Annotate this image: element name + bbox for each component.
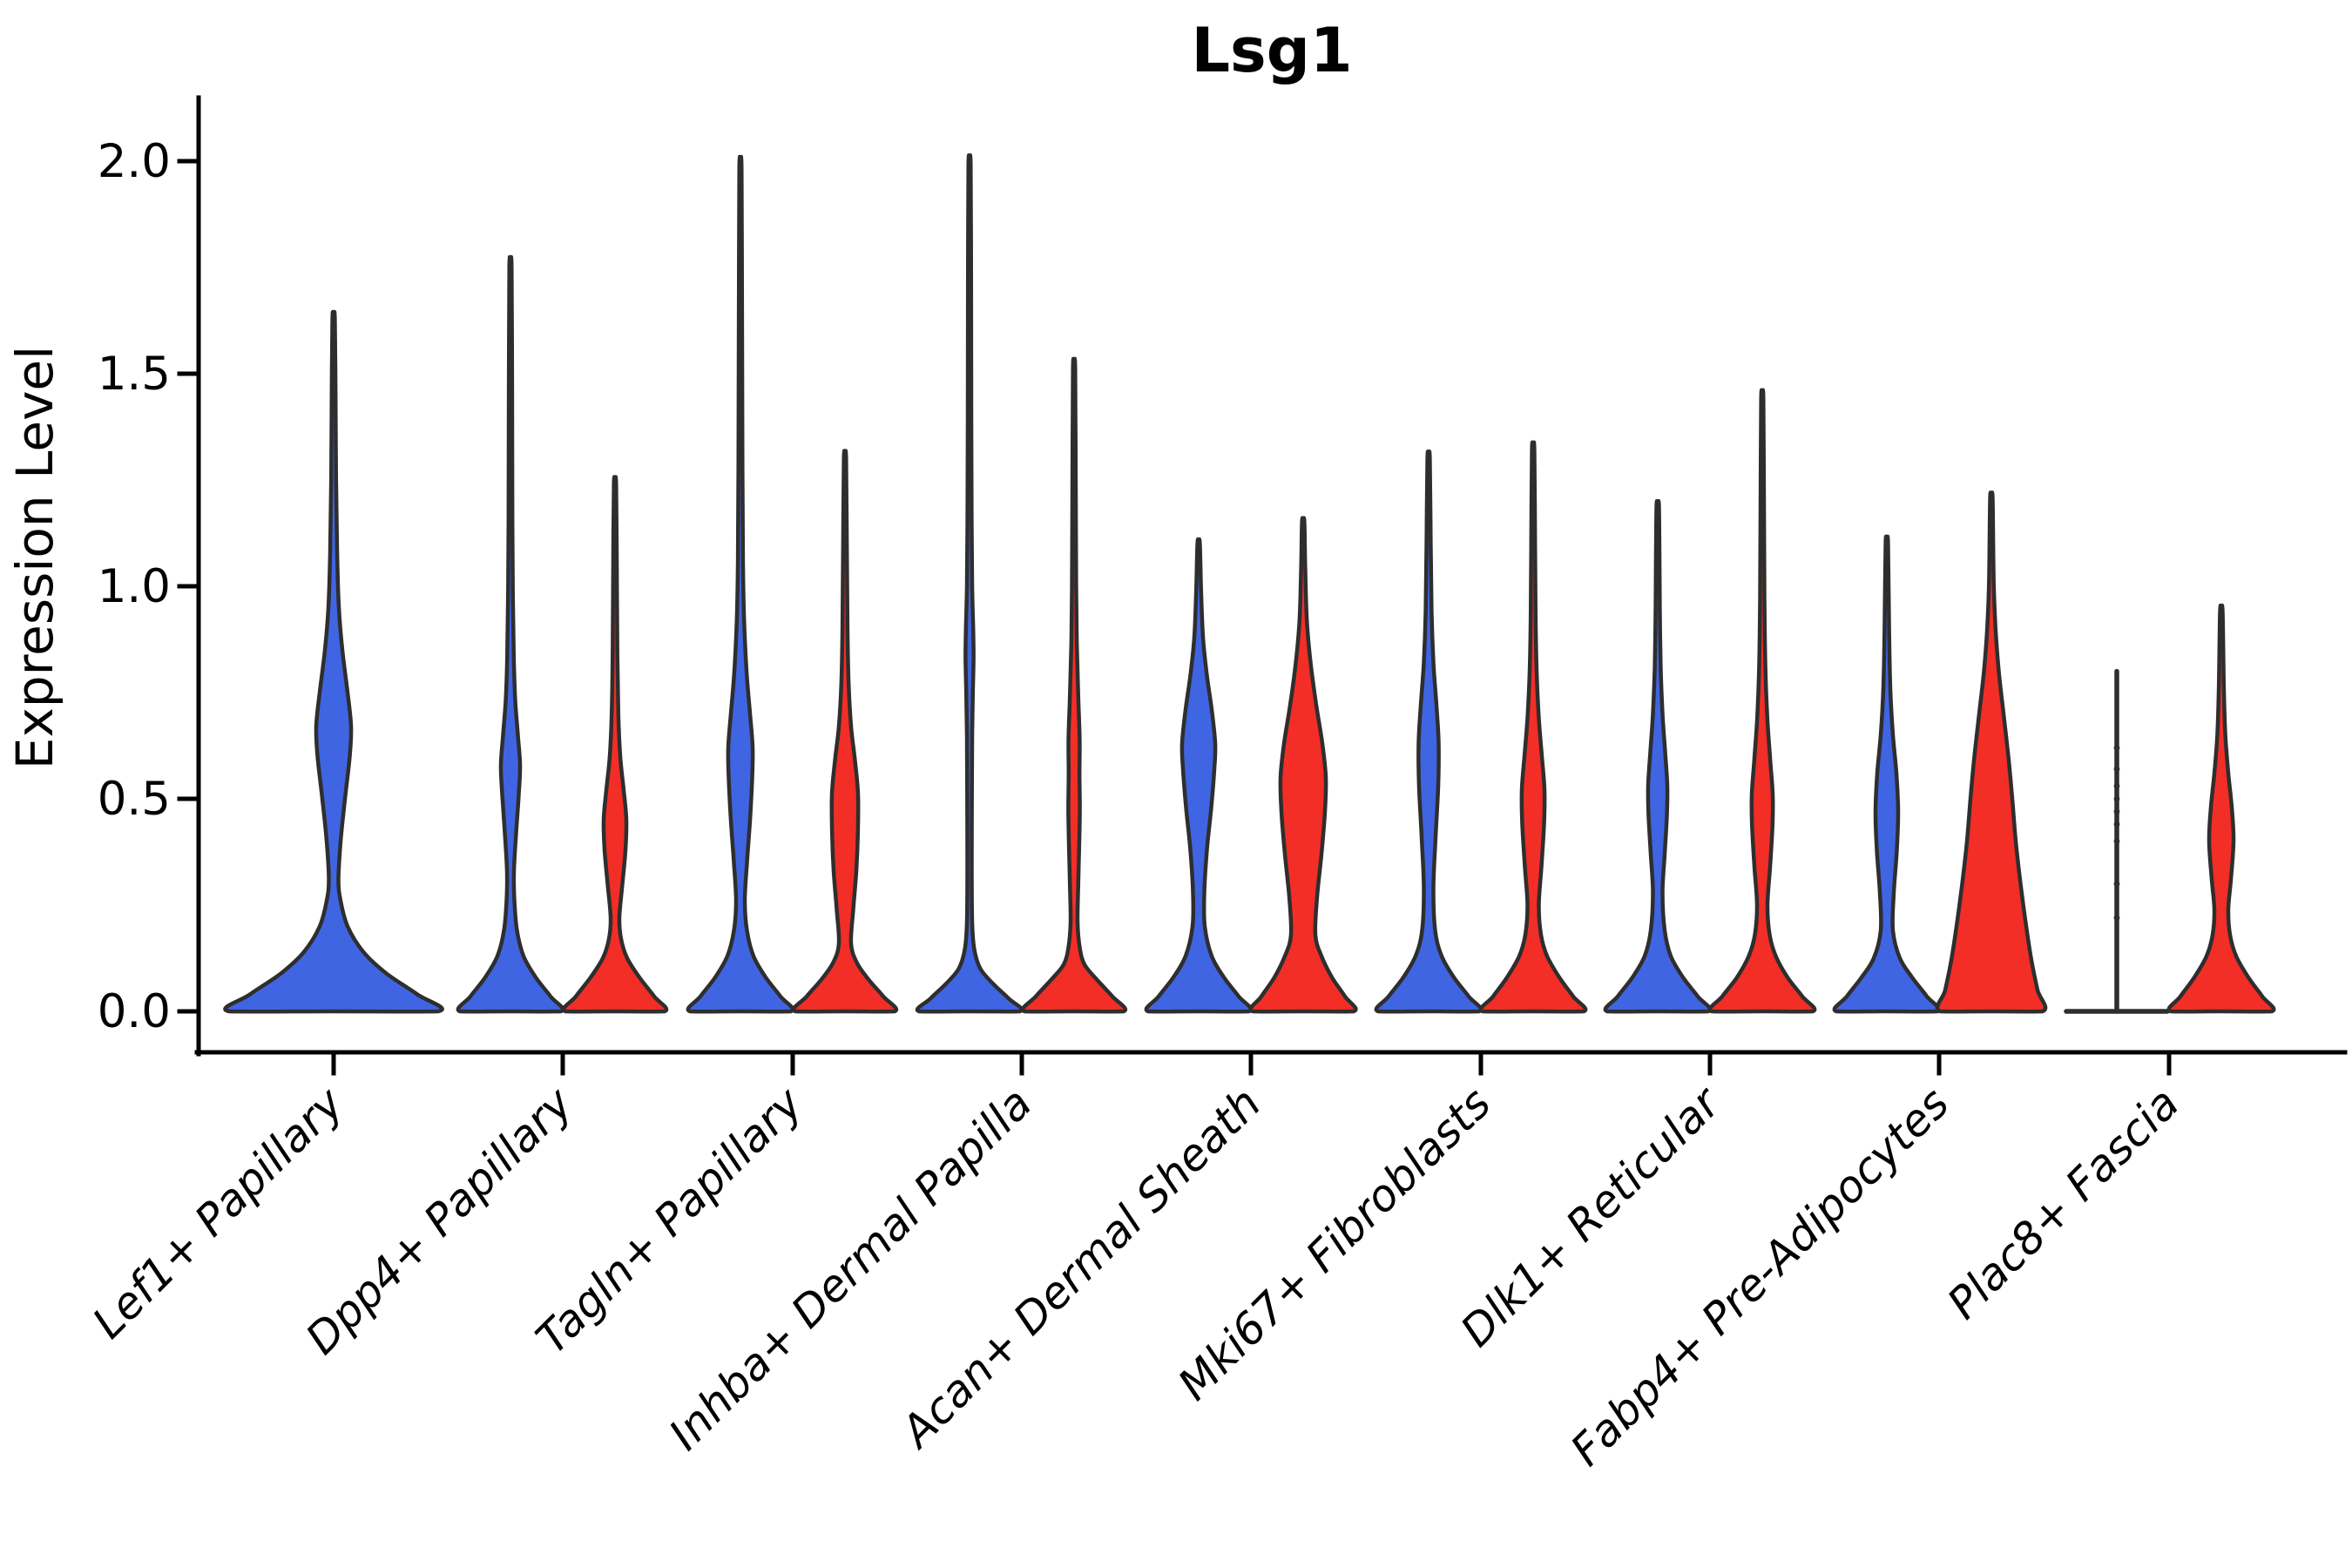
y-tick-label: 1.0 bbox=[98, 560, 171, 613]
violins-layer bbox=[223, 153, 2276, 1014]
violin-red-group5 bbox=[1478, 440, 1588, 1014]
violin-red-group2 bbox=[791, 449, 899, 1014]
axes-layer bbox=[177, 95, 2348, 1076]
expression-point bbox=[2113, 808, 2120, 815]
expression-point bbox=[2113, 782, 2120, 789]
expression-point bbox=[2113, 915, 2120, 922]
y-axis-label: Expression Level bbox=[5, 346, 64, 769]
violin-red-group7 bbox=[1935, 490, 2048, 1014]
expression-point bbox=[2113, 838, 2120, 845]
violin-blue-group6 bbox=[1603, 498, 1713, 1014]
chart-title: Lsg1 bbox=[1191, 15, 1352, 86]
violin-blue-group0 bbox=[223, 309, 444, 1014]
violin-blue-degenerate bbox=[2064, 668, 2170, 1014]
y-tick-label: 2.0 bbox=[98, 135, 171, 188]
x-tick-label: Lef1+ Papillary bbox=[83, 1077, 354, 1348]
expression-point bbox=[2113, 821, 2120, 828]
expression-point bbox=[2113, 795, 2120, 802]
y-tick-label: 0.0 bbox=[98, 985, 171, 1038]
y-tick-label: 1.5 bbox=[98, 348, 171, 401]
expression-point bbox=[2113, 745, 2120, 751]
violin-red-group1 bbox=[561, 475, 669, 1014]
violin-red-group4 bbox=[1248, 516, 1358, 1014]
y-tick-label: 0.5 bbox=[98, 773, 171, 826]
expression-point bbox=[2113, 766, 2120, 773]
violin-red-group3 bbox=[1020, 356, 1128, 1014]
x-tick-label: Acan+ Dermal Sheath bbox=[890, 1078, 1271, 1458]
violin-blue-group7 bbox=[1832, 534, 1942, 1014]
violin-red-group8 bbox=[2166, 603, 2276, 1014]
violin-blue-group3 bbox=[915, 153, 1024, 1014]
violin-blue-group1 bbox=[456, 254, 565, 1014]
violin-blue-group2 bbox=[686, 154, 795, 1014]
expression-point bbox=[2113, 881, 2120, 887]
violin-blue-group5 bbox=[1374, 449, 1484, 1014]
violin-blue-group4 bbox=[1144, 537, 1254, 1014]
x-tick-label: Plac8+ Fascia bbox=[1938, 1078, 2189, 1328]
violin-red-group6 bbox=[1707, 388, 1817, 1014]
x-tick-label: Inhba+ Dermal Papilla bbox=[659, 1078, 1041, 1459]
x-tick-label: Fabp4+ Pre-Adipocytes bbox=[1561, 1078, 1959, 1476]
